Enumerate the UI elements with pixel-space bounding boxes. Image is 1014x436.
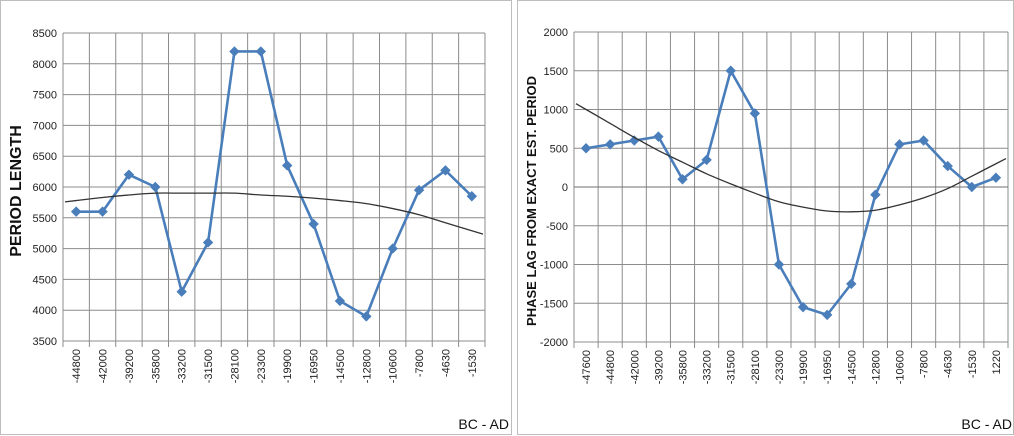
data-point-marker	[97, 206, 108, 217]
x-tick-label: -14500	[846, 350, 858, 384]
x-tick-label: -19900	[282, 349, 294, 383]
x-axis-label: BC - AD	[458, 416, 509, 432]
x-tick-label: -47600	[581, 350, 593, 384]
data-point-marker	[990, 172, 1002, 183]
x-tick-label: -44800	[605, 350, 617, 384]
data-point-marker	[150, 181, 161, 193]
x-tick-label: -39200	[124, 349, 136, 383]
data-point-marker	[281, 160, 293, 171]
data-point-marker	[70, 206, 82, 217]
x-tick-label: -31500	[726, 350, 738, 384]
data-point-marker	[701, 154, 712, 166]
data-point-marker	[797, 301, 809, 313]
data-point-marker	[653, 131, 664, 142]
x-tick-label: -28100	[750, 350, 762, 384]
data-point-marker	[334, 295, 346, 307]
data-point-marker	[918, 135, 929, 146]
y-tick-label: 7500	[33, 90, 57, 102]
y-tick-label: 0	[562, 182, 568, 194]
data-point-marker	[580, 143, 592, 154]
y-tick-label: 1000	[544, 105, 568, 117]
data-point-marker	[773, 259, 785, 270]
data-point-marker	[466, 191, 478, 202]
data-point-marker	[604, 139, 616, 150]
y-tick-label: 7000	[33, 120, 57, 132]
data-point-marker	[966, 181, 978, 193]
phase-lag-chart: -2000 -1500 -1000 -500 0 500 1000 1500 2000 -4760…	[524, 27, 1012, 432]
trendline	[575, 103, 1007, 213]
y-tick-label: 3500	[33, 336, 57, 348]
data-point-marker	[749, 108, 761, 119]
chart-panel-left: 3500 4000 4500 5000 5500 6000 6500 7000 7500 8000…	[0, 0, 512, 435]
y-tick-label: 4500	[33, 274, 57, 286]
data-point-marker	[255, 46, 267, 57]
x-tick-label: -14500	[335, 349, 347, 383]
data-point-marker	[202, 237, 214, 248]
x-tick-label: -1530	[467, 349, 479, 377]
data-point-marker	[942, 160, 953, 172]
y-tick-label: 4000	[33, 305, 57, 317]
x-tick-label: -44800	[71, 349, 83, 383]
x-tick-label: -1530	[967, 350, 979, 378]
data-point-marker	[440, 165, 451, 176]
x-axis-label: BC - AD	[961, 416, 1012, 432]
x-tick-label: -35800	[150, 349, 162, 383]
data-point-marker	[894, 139, 905, 150]
y-tick-label: -1500	[540, 298, 568, 310]
x-tick-label: -12800	[361, 349, 373, 383]
y-tick-label: 5000	[33, 244, 57, 256]
trendline	[64, 192, 484, 235]
x-tick-label: -42000	[98, 349, 110, 383]
data-point-marker	[308, 218, 319, 230]
x-tick-label: -42000	[629, 350, 641, 384]
x-tick-label: -33200	[177, 349, 189, 383]
x-tick-label: -23300	[774, 350, 786, 384]
x-tick-label: -35800	[678, 350, 690, 384]
data-series-line	[76, 50, 473, 318]
data-point-marker	[821, 309, 833, 321]
data-point-marker	[725, 65, 736, 76]
x-tick-label: -4630	[440, 349, 452, 377]
x-tick-label: -28100	[229, 349, 241, 383]
x-tick-label: -7800	[919, 350, 931, 378]
x-tick-label: -39200	[653, 350, 665, 384]
data-point-marker	[387, 243, 398, 254]
data-point-marker	[413, 184, 425, 196]
y-tick-label: -500	[546, 221, 568, 233]
y-tick-label: 500	[550, 143, 568, 155]
x-tick-label: 1220	[991, 350, 1003, 374]
x-tick-label: -33200	[702, 350, 714, 384]
x-tick-label: -7800	[414, 349, 426, 377]
x-tick-label: -10600	[388, 349, 400, 383]
data-point-marker	[176, 286, 187, 297]
data-point-marker	[229, 46, 240, 57]
y-tick-label: -1000	[540, 260, 568, 272]
x-tick-label: -12800	[870, 350, 882, 384]
period-length-chart: 3500 4000 4500 5000 5500 6000 6500 7000 7500 8000…	[8, 28, 509, 432]
x-tick-label: -10600	[895, 350, 907, 384]
x-tick-label: -4630	[943, 350, 955, 378]
chart-panel-right: -2000 -1500 -1000 -500 0 500 1000 1500 2000 -4760…	[517, 0, 1014, 435]
x-tick-label: -19900	[798, 350, 810, 384]
y-tick-label: 8000	[33, 59, 57, 71]
y-tick-label: 2000	[544, 27, 568, 39]
data-point-marker	[870, 189, 881, 200]
data-point-marker	[123, 169, 135, 180]
y-tick-label: 5500	[33, 213, 57, 225]
x-tick-label: -23300	[256, 349, 268, 383]
data-point-marker	[361, 311, 372, 322]
y-axis-label: PERIOD LENGTH	[8, 125, 25, 257]
y-axis-label: PHASE LAG FROM EXACT EST. PERIOD	[524, 76, 539, 326]
x-tick-label: -31500	[203, 349, 215, 383]
x-tick-label: -16950	[822, 350, 834, 384]
y-tick-label: 6500	[33, 151, 57, 163]
data-point-marker	[677, 174, 688, 185]
y-tick-label: -2000	[540, 337, 568, 349]
y-tick-label: 6000	[33, 182, 57, 194]
data-point-marker	[846, 278, 857, 290]
y-tick-label: 8500	[33, 28, 57, 40]
y-tick-label: 1500	[544, 66, 568, 78]
x-tick-label: -16950	[309, 349, 321, 383]
